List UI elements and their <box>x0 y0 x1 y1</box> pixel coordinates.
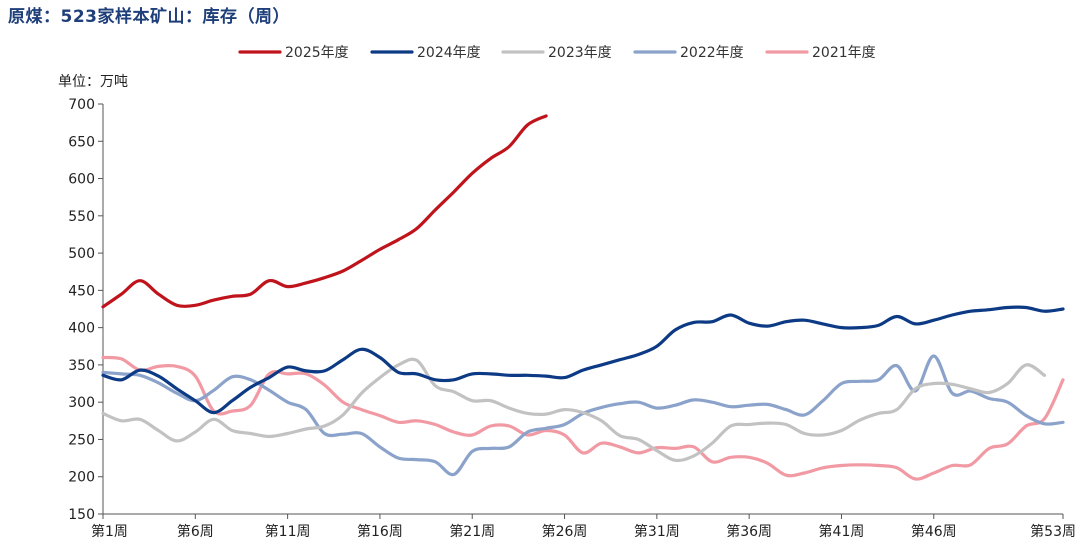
x-tick-label: 第53周 <box>1030 523 1076 540</box>
x-tick-label: 第36周 <box>726 523 772 540</box>
y-tick-label: 700 <box>68 97 95 113</box>
legend-label: 2022年度 <box>680 45 744 61</box>
y-tick-label: 600 <box>68 172 95 188</box>
x-tick-label: 第21周 <box>449 523 495 540</box>
y-tick-label: 550 <box>68 209 95 225</box>
x-tick-label: 第31周 <box>634 523 680 540</box>
x-tick-label: 第11周 <box>265 523 311 540</box>
y-tick-label: 500 <box>68 246 95 262</box>
series-line-2024年度 <box>101 305 1065 415</box>
x-axis: 第1周 第6周 第11周 第16周 第21周 第26周 第31周 第36周 第41周 第46周 第5… <box>91 513 1076 540</box>
x-tick-label: 第26周 <box>542 523 588 540</box>
x-tick-label: 第41周 <box>819 523 865 540</box>
x-tick-label: 第16周 <box>357 523 403 540</box>
y-tick-label: 350 <box>68 358 95 374</box>
x-tick-label: 第6周 <box>177 523 214 540</box>
x-tick-label: 第46周 <box>911 523 957 540</box>
y-tick-label: 400 <box>68 321 95 337</box>
y-tick-label: 250 <box>68 432 95 448</box>
unit-label: 单位：万吨 <box>58 74 128 90</box>
y-tick-label: 150 <box>68 507 95 523</box>
y-tick-label: 650 <box>68 134 95 150</box>
y-tick-label: 200 <box>68 470 95 486</box>
series-line-2022年度 <box>101 354 1065 477</box>
y-tick-label: 450 <box>68 283 95 299</box>
legend-label: 2025年度 <box>285 45 349 61</box>
series-line-2023年度 <box>101 357 1047 463</box>
series-line-2021年度 <box>101 355 1065 481</box>
page-title: 原煤：523家样本矿山：库存（周） <box>8 7 290 27</box>
series-line-2025年度 <box>101 114 548 309</box>
legend-label: 2023年度 <box>548 45 612 61</box>
x-tick-label: 第1周 <box>91 523 128 540</box>
legend: 2025年度 2024年度 2023年度 2022年度 2021年度 <box>238 45 876 61</box>
y-tick-label: 300 <box>68 395 95 411</box>
legend-label: 2021年度 <box>812 45 876 61</box>
plot-area <box>101 114 1065 481</box>
legend-label: 2024年度 <box>417 45 481 61</box>
y-axis: 150 200 250 300 350 400 450 500 550 600 650 700 <box>68 97 104 523</box>
